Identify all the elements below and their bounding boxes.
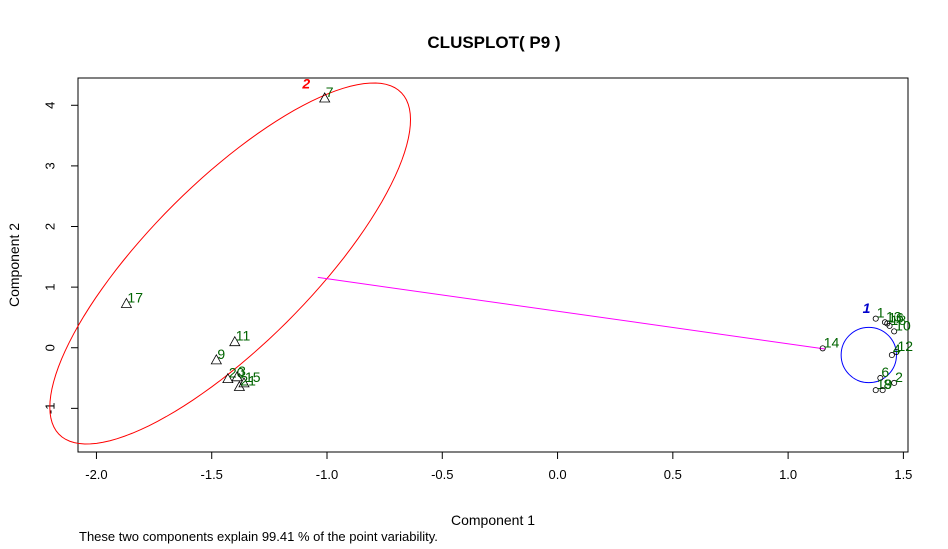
point-marker-triangle — [319, 92, 331, 103]
data-point: 14 — [819, 334, 840, 352]
cluster-1-circle — [840, 326, 897, 384]
point-marker-triangle — [238, 377, 250, 388]
point-marker-circle — [891, 379, 898, 386]
point-marker-circle — [888, 352, 895, 359]
point-marker-circle — [877, 375, 884, 382]
point-label: 3 — [238, 363, 246, 379]
data-point: 12 — [893, 338, 913, 355]
point-marker-triangle — [210, 354, 223, 365]
point-marker-triangle — [233, 380, 246, 391]
point-label: 10 — [895, 317, 911, 333]
data-point: 2 — [891, 369, 903, 386]
point-label: 8 — [884, 376, 892, 392]
data-point: 11 — [229, 328, 251, 347]
cluster-1-label: 1 — [863, 300, 871, 316]
variability-footnote: These two components explain 99.41 % of … — [79, 529, 438, 544]
point-label: 14 — [824, 334, 840, 350]
point-label: 12 — [897, 338, 913, 354]
data-point: 15 — [238, 369, 261, 388]
data-point: 18 — [886, 312, 907, 329]
y-tick-label: 2 — [42, 223, 57, 230]
data-point: 3 — [231, 363, 246, 382]
x-tick-label: -1.5 — [201, 467, 223, 482]
data-point: 1 — [872, 305, 885, 322]
data-point: 17 — [120, 289, 143, 308]
point-label: 16 — [888, 309, 904, 325]
data-point: 4 — [888, 341, 901, 359]
point-label: 6 — [881, 364, 889, 380]
point-marker-circle — [872, 387, 879, 394]
y-tick-label: 3 — [42, 162, 57, 169]
point-label: 17 — [127, 289, 143, 305]
point-marker-circle — [879, 387, 886, 394]
x-tick-label: -0.5 — [431, 467, 453, 482]
point-marker-circle — [872, 315, 879, 322]
y-tick-label: 0 — [42, 344, 57, 351]
point-marker-triangle — [120, 297, 133, 308]
point-marker-circle — [891, 328, 898, 335]
point-marker-circle — [893, 348, 900, 355]
point-label: 4 — [893, 341, 901, 357]
point-marker-circle — [886, 322, 893, 329]
data-point: 8 — [879, 376, 892, 394]
x-axis: -2.0 -1.5 -1.0 -0.5 0.0 0.5 1.0 1.5 — [85, 452, 912, 482]
y-tick-label: 1 — [42, 284, 57, 291]
point-marker-triangle — [222, 372, 234, 384]
x-axis-label: Component 1 — [451, 512, 535, 528]
point-label: 18 — [891, 312, 907, 328]
chart-title: CLUSPLOT( P9 ) — [427, 33, 560, 52]
point-label: 15 — [245, 369, 261, 385]
point-label: 2 — [895, 369, 903, 385]
x-tick-label: -2.0 — [85, 467, 107, 482]
cluster-2-ellipse — [49, 82, 412, 445]
y-tick-label: 4 — [42, 102, 57, 109]
x-tick-label: 1.5 — [894, 467, 912, 482]
x-tick-label: -1.0 — [316, 467, 338, 482]
point-label: 13 — [886, 308, 902, 324]
point-label: 1 — [877, 305, 885, 321]
point-label: 11 — [236, 328, 251, 344]
data-point: 21 — [233, 373, 256, 391]
data-point: 9 — [210, 346, 225, 365]
cluster-outlines: 12 — [49, 75, 897, 445]
x-tick-label: 1.0 — [779, 467, 797, 482]
y-axis-label: Component 2 — [6, 223, 22, 307]
data-point: 6 — [877, 364, 889, 382]
data-point: 7 — [319, 84, 334, 103]
x-tick-label: 0.0 — [549, 467, 567, 482]
x-tick-label: 0.5 — [664, 467, 682, 482]
point-label: 7 — [326, 84, 334, 100]
point-marker-triangle — [231, 371, 243, 382]
data-point: 10 — [891, 317, 911, 335]
plot-frame — [77, 77, 909, 453]
point-label: 21 — [240, 373, 256, 389]
cluster-2-label: 2 — [301, 75, 310, 91]
point-marker-circle — [819, 345, 826, 352]
point-label: 9 — [217, 346, 225, 362]
cluster-connector-line — [317, 276, 826, 350]
point-marker-triangle — [229, 335, 241, 347]
